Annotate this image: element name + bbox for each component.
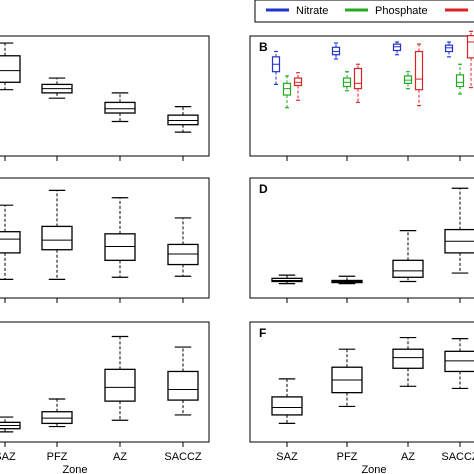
x-tick-label: SACCZ bbox=[441, 451, 474, 463]
box-pfz bbox=[331, 275, 363, 285]
panel-E bbox=[0, 321, 210, 447]
box-iqr bbox=[0, 231, 21, 254]
box-saccz bbox=[167, 346, 199, 416]
panel-A bbox=[0, 35, 210, 161]
box-iqr bbox=[455, 74, 465, 88]
box-series-3 bbox=[353, 63, 363, 104]
box-az bbox=[392, 336, 424, 387]
box-saccz bbox=[167, 106, 199, 133]
box-series-3 bbox=[466, 30, 474, 89]
box-nitrate bbox=[392, 41, 402, 56]
x-tick-label: SAZ bbox=[0, 451, 16, 463]
box-iqr bbox=[403, 75, 413, 84]
box-series-3 bbox=[414, 43, 424, 107]
panel-frame bbox=[0, 177, 210, 299]
box-iqr bbox=[444, 44, 454, 53]
box-saccz bbox=[444, 338, 474, 390]
box-iqr bbox=[466, 35, 474, 59]
box-iqr bbox=[167, 370, 199, 401]
box-az bbox=[104, 335, 136, 421]
box-az bbox=[104, 92, 136, 123]
box-pfz bbox=[41, 398, 73, 428]
panel-C bbox=[0, 177, 210, 303]
box-pfz bbox=[41, 189, 73, 280]
box-saz bbox=[0, 42, 21, 91]
box-pfz bbox=[41, 77, 73, 99]
panel-frame bbox=[0, 35, 210, 157]
legend: Nitrate Phosphate bbox=[254, 0, 474, 23]
box-iqr bbox=[392, 43, 402, 52]
x-tick-label: PFZ bbox=[337, 451, 358, 463]
panel-frame bbox=[249, 35, 474, 157]
box-iqr bbox=[282, 82, 292, 96]
box-phosphate bbox=[342, 71, 352, 92]
panel-label: B bbox=[259, 40, 268, 54]
box-iqr bbox=[271, 277, 303, 283]
box-iqr bbox=[104, 368, 136, 402]
panel-frame bbox=[249, 177, 474, 299]
box-iqr bbox=[392, 348, 424, 369]
box-az bbox=[104, 197, 136, 278]
x-axis-left: SAZ PFZ AZ SACCZ Zone bbox=[0, 451, 202, 474]
box-iqr bbox=[0, 55, 21, 83]
panel-D: D bbox=[249, 177, 474, 303]
box-iqr bbox=[331, 46, 341, 56]
box-iqr bbox=[104, 101, 136, 114]
box-az bbox=[392, 230, 424, 283]
box-nitrate bbox=[331, 42, 341, 60]
box-pfz bbox=[331, 348, 363, 408]
x-tick-label: AZ bbox=[401, 451, 415, 463]
box-iqr bbox=[167, 114, 199, 126]
box-iqr bbox=[414, 50, 424, 91]
x-tick-label: AZ bbox=[113, 451, 127, 463]
box-iqr bbox=[392, 259, 424, 278]
panel-label: D bbox=[259, 182, 268, 196]
box-iqr bbox=[271, 396, 303, 416]
box-saz bbox=[0, 204, 21, 280]
box-iqr bbox=[444, 350, 474, 373]
x-axis-right: SAZ PFZ AZ SACCZ Zone bbox=[276, 451, 474, 474]
box-series-3 bbox=[293, 72, 303, 101]
box-phosphate bbox=[282, 75, 292, 109]
box-iqr bbox=[167, 243, 199, 266]
panel-F: F bbox=[249, 321, 474, 447]
panel-B: B bbox=[249, 30, 474, 161]
panel-frame bbox=[249, 321, 474, 443]
x-tick-label: SACCZ bbox=[164, 451, 202, 463]
box-saccz bbox=[167, 217, 199, 277]
box-phosphate bbox=[403, 71, 413, 90]
x-axis-title: Zone bbox=[361, 464, 386, 474]
box-iqr bbox=[293, 77, 303, 87]
box-saz bbox=[271, 378, 303, 424]
legend-label-phosphate: Phosphate bbox=[375, 5, 428, 17]
x-tick-label: SAZ bbox=[276, 451, 298, 463]
panels: B D F bbox=[0, 30, 474, 447]
box-saccz bbox=[444, 187, 474, 274]
panel-label: F bbox=[259, 326, 266, 340]
box-phosphate bbox=[455, 63, 465, 95]
box-iqr bbox=[41, 225, 73, 251]
box-nitrate bbox=[271, 50, 281, 86]
x-axis-title: Zone bbox=[62, 464, 87, 474]
box-iqr bbox=[353, 67, 363, 90]
box-saz bbox=[271, 274, 303, 285]
x-tick-label: PFZ bbox=[47, 451, 68, 463]
box-nitrate bbox=[444, 41, 454, 58]
box-saz bbox=[0, 416, 21, 433]
box-iqr bbox=[104, 233, 136, 261]
panel-frame bbox=[0, 321, 210, 443]
box-iqr bbox=[41, 411, 73, 425]
legend-label-nitrate: Nitrate bbox=[296, 5, 328, 17]
